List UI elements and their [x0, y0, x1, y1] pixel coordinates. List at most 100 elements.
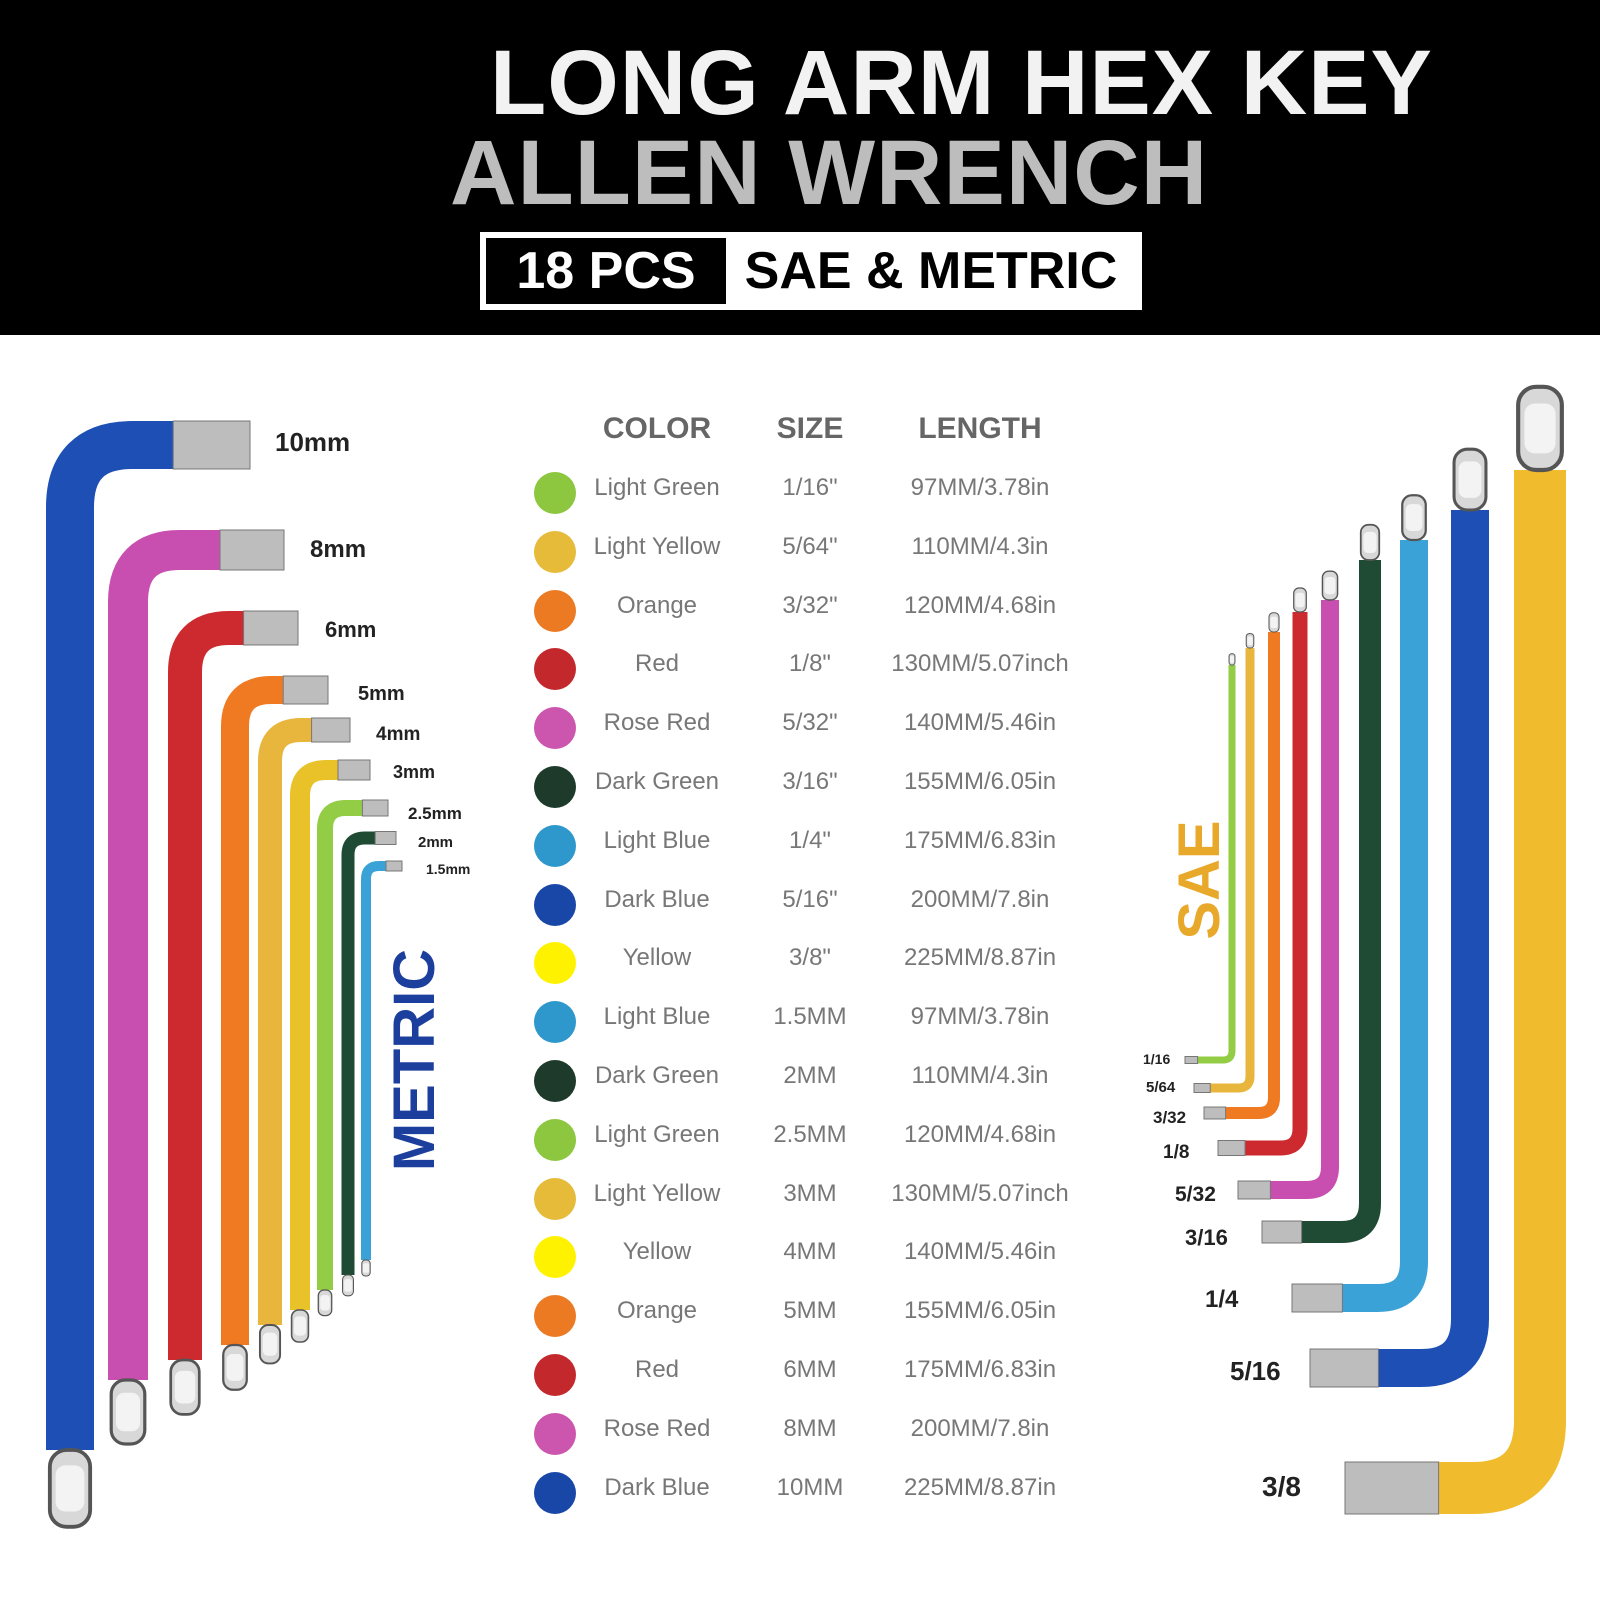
color-name: Dark Green	[594, 768, 720, 795]
table-row: Rose Red 8MM 200MM/7.8in	[520, 1407, 1100, 1465]
metric-key-tip	[172, 420, 251, 470]
sae-key-tip	[1291, 1283, 1343, 1313]
sae-key-arm	[1438, 470, 1566, 1514]
sae-key-tip	[1261, 1220, 1303, 1244]
metric-key-tip	[374, 831, 397, 845]
table-row: Rose Red 5/32" 140MM/5.46in	[520, 701, 1100, 759]
size-value: 3/16"	[782, 768, 838, 795]
metric-key-ball-end-highlight	[262, 1332, 278, 1356]
size-value: 10MM	[776, 1473, 844, 1501]
sae-size-label: 5/32	[1175, 1182, 1216, 1206]
metric-size-label: 6mm	[325, 617, 377, 642]
color-name: Light Yellow	[593, 1179, 721, 1207]
color-name: Red	[634, 650, 680, 678]
length-value: 130MM/5.07inch	[891, 650, 1069, 678]
color-name: Yellow	[622, 1238, 692, 1266]
sae-key-ball-end-highlight	[1324, 576, 1336, 595]
color-swatch	[534, 1236, 576, 1279]
metric-key-tip	[311, 717, 351, 743]
color-name: Rose Red	[603, 1414, 711, 1442]
sae-key-tip	[1344, 1461, 1440, 1515]
length-value: 120MM/4.68in	[903, 1120, 1057, 1148]
table-row: Yellow 3/8" 225MM/8.87in	[520, 936, 1100, 994]
sae-key-arm	[1342, 540, 1428, 1312]
sae-key-arm	[1301, 560, 1381, 1243]
metric-key-ball-end-highlight	[226, 1353, 244, 1381]
sae-key-arm	[1245, 612, 1308, 1156]
table-row: Red 6MM 175MM/6.83in	[520, 1348, 1100, 1406]
color-swatch	[534, 472, 576, 514]
table-row: Light Yellow 5/64" 110MM/4.3in	[520, 525, 1100, 583]
table-row: Light Blue 1.5MM 97MM/3.78in	[520, 995, 1100, 1053]
color-name: Orange	[616, 591, 698, 619]
size-value: 1/16"	[782, 474, 838, 501]
table-row: Light Blue 1/4" 175MM/6.83in	[520, 819, 1100, 877]
metric-size-label: 5mm	[358, 683, 405, 705]
metric-key-arm	[290, 760, 338, 1310]
table-row: Light Green 1/16" 97MM/3.78in	[520, 466, 1100, 524]
color-swatch	[534, 1354, 576, 1396]
metric-size-label: 2mm	[418, 833, 454, 851]
header-size: SIZE	[776, 412, 844, 445]
sae-key-arm	[1225, 632, 1280, 1119]
length-value: 155MM/6.05in	[903, 768, 1057, 795]
color-swatch	[534, 1060, 576, 1102]
color-swatch	[534, 589, 576, 632]
table-row: Orange 3/32" 120MM/4.68in	[520, 584, 1100, 642]
color-swatch	[534, 942, 576, 985]
metric-key-arm	[361, 861, 386, 1260]
color-name: Rose Red	[603, 709, 711, 737]
length-value: 110MM/4.3in	[911, 532, 1049, 560]
size-value: 2MM	[783, 1062, 837, 1089]
size-value: 8MM	[783, 1414, 837, 1442]
metric-key-ball-end-highlight	[363, 1263, 369, 1273]
color-name: Orange	[616, 1297, 698, 1325]
table-row: Dark Green 3/16" 155MM/6.05in	[520, 760, 1100, 818]
color-name: Dark Green	[594, 1062, 720, 1089]
sae-key-ball-end-highlight	[1270, 616, 1278, 629]
length-value: 175MM/6.83in	[903, 826, 1057, 854]
metric-key-arm	[341, 831, 376, 1275]
length-value: 155MM/6.05in	[903, 1297, 1057, 1325]
size-value: 5/16"	[782, 885, 838, 913]
sae-key-ball-end-highlight	[1247, 636, 1253, 646]
sae-key-tip	[1193, 1083, 1211, 1093]
length-value: 110MM/4.3in	[911, 1062, 1049, 1089]
metric-key-tip	[361, 799, 389, 817]
color-swatch	[534, 1412, 576, 1455]
metric-size-label: 1.5mm	[426, 861, 471, 877]
sae-key-ball-end-highlight	[1363, 531, 1377, 553]
metric-key-arm	[108, 530, 220, 1380]
sae-size-label: 1/16	[1143, 1051, 1171, 1067]
table-row: Dark Green 2MM 110MM/4.3in	[520, 1054, 1100, 1112]
metric-size-label: 8mm	[310, 536, 367, 563]
sae-size-label: 3/16	[1185, 1225, 1228, 1250]
length-value: 140MM/5.46in	[903, 1238, 1057, 1266]
sae-size-label: 3/8	[1262, 1471, 1301, 1502]
table-row: Dark Blue 5/16" 200MM/7.8in	[520, 878, 1100, 936]
size-value: 5/32"	[782, 709, 838, 737]
length-value: 200MM/7.8in	[910, 885, 1050, 913]
sae-key-arm	[1378, 510, 1489, 1387]
sae-size-label: 5/16	[1230, 1356, 1281, 1386]
size-value: 3/32"	[782, 591, 838, 619]
metric-key-ball-end-highlight	[344, 1279, 352, 1292]
color-swatch	[534, 824, 576, 867]
sae-key-arm	[1270, 600, 1339, 1199]
color-swatch	[534, 530, 576, 573]
table-row: Dark Blue 10MM 225MM/8.87in	[520, 1466, 1100, 1524]
sae-key-ball-end-highlight	[1229, 656, 1235, 663]
size-value: 5/64"	[782, 532, 838, 560]
metric-key-ball-end-highlight	[174, 1370, 196, 1404]
color-name: Yellow	[622, 944, 692, 972]
length-value: 200MM/7.8in	[910, 1414, 1050, 1442]
header-color: COLOR	[602, 412, 712, 445]
metric-key-arm	[317, 800, 363, 1290]
size-value: 1.5MM	[773, 1003, 847, 1031]
metric-size-label: 4mm	[376, 723, 421, 745]
size-value: 2.5MM	[773, 1120, 847, 1148]
metric-key-ball-end-highlight	[55, 1465, 85, 1512]
length-value: 140MM/5.46in	[903, 709, 1057, 737]
color-name: Light Blue	[603, 826, 711, 854]
sae-size-label: 5/64	[1146, 1078, 1176, 1096]
